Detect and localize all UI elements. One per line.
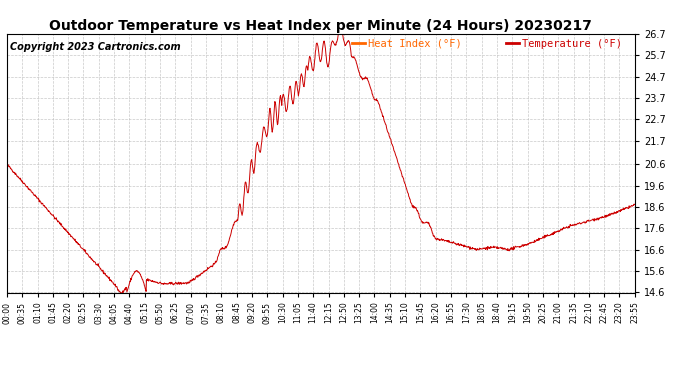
- Text: Heat Index (°F): Heat Index (°F): [368, 39, 462, 49]
- Text: Copyright 2023 Cartronics.com: Copyright 2023 Cartronics.com: [10, 42, 181, 51]
- Text: Temperature (°F): Temperature (°F): [522, 39, 622, 49]
- Title: Outdoor Temperature vs Heat Index per Minute (24 Hours) 20230217: Outdoor Temperature vs Heat Index per Mi…: [50, 19, 592, 33]
